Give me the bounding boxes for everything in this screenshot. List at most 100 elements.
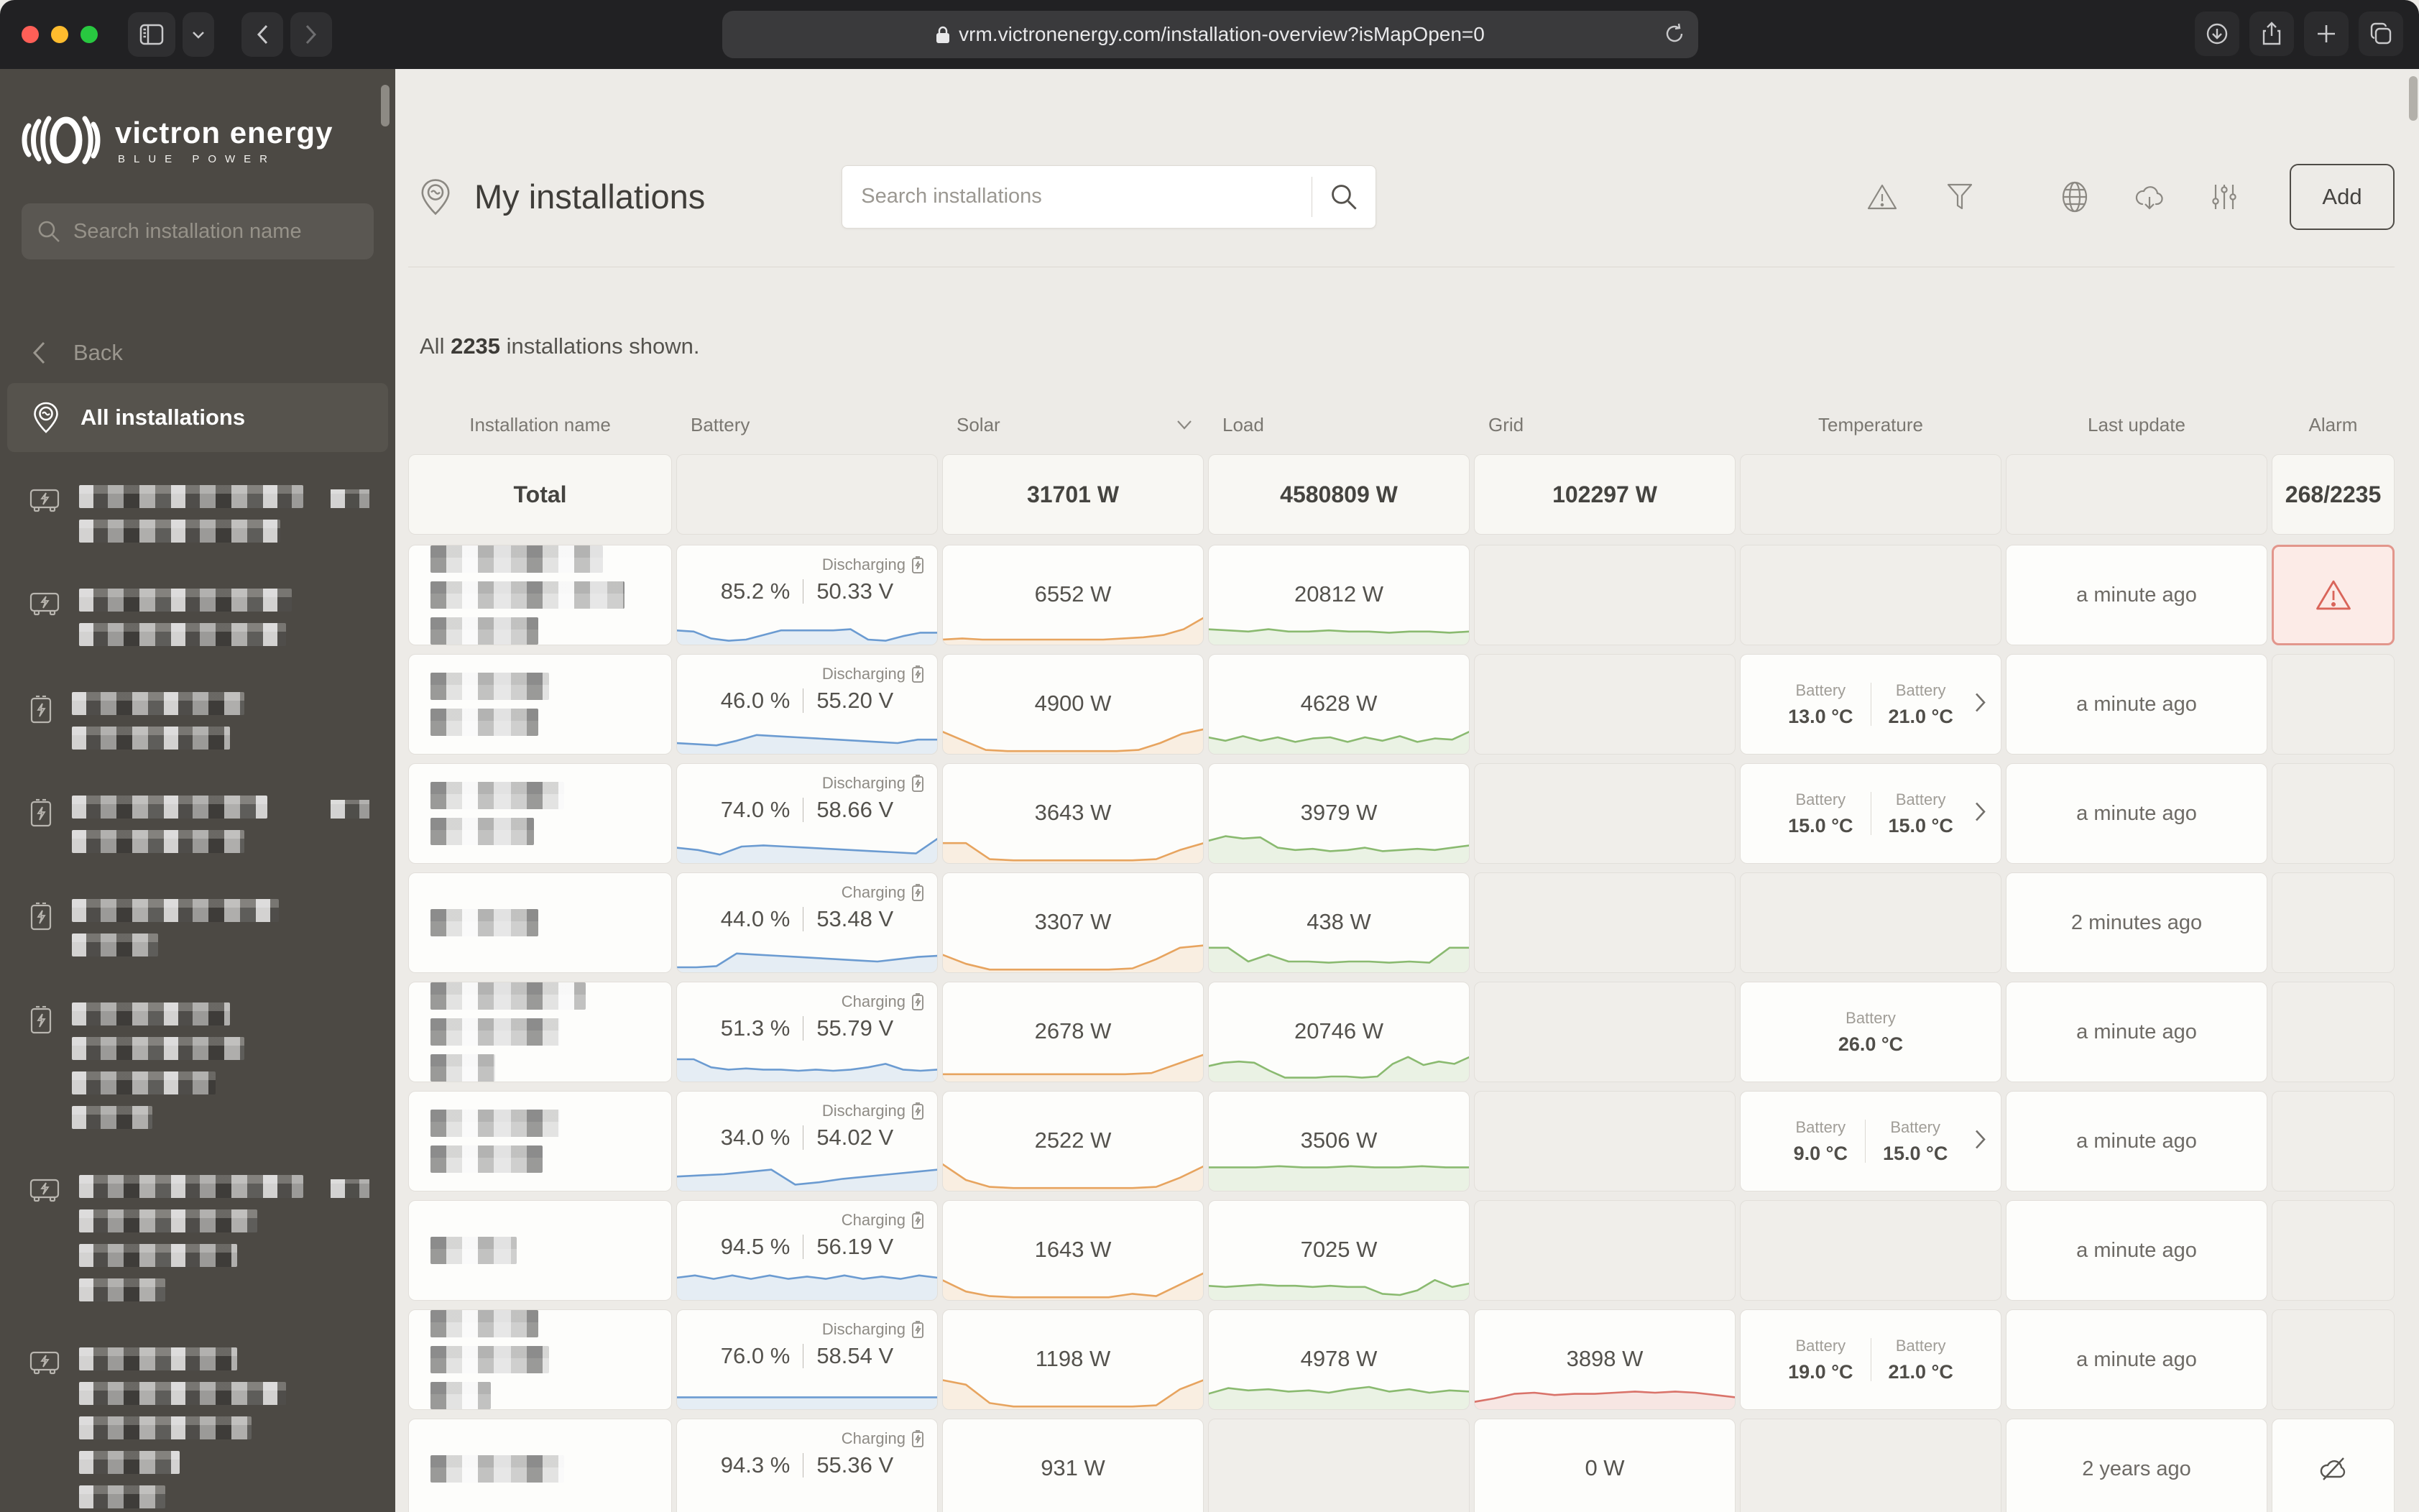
installation-row[interactable]: Charging 94.3 % 55.36 V 931 W 0 W 2 years ago bbox=[408, 1419, 2395, 1512]
installation-name-cell[interactable] bbox=[408, 1091, 672, 1191]
installation-name-cell[interactable] bbox=[408, 982, 672, 1082]
installation-row[interactable]: Discharging 34.0 % 54.02 V 2522 W 3506 W Batt… bbox=[408, 1091, 2395, 1191]
temperature-cell: Battery 19.0 °C Battery 21.0 °C bbox=[1740, 1309, 2001, 1410]
installations-search-input[interactable] bbox=[842, 185, 1312, 208]
map-view-button[interactable] bbox=[2057, 179, 2093, 215]
sidebar-toggle-button[interactable] bbox=[128, 12, 175, 57]
search-submit-button[interactable] bbox=[1312, 166, 1376, 228]
alarms-filter-button[interactable] bbox=[1864, 179, 1900, 215]
tab-overview-button[interactable] bbox=[2359, 11, 2403, 56]
sparkline bbox=[943, 939, 1203, 972]
sensor-value: 15.0 °C bbox=[1882, 1142, 1948, 1164]
reload-button[interactable] bbox=[1664, 22, 1685, 51]
installation-row[interactable]: Discharging 76.0 % 58.54 V 1198 W 4978 W 3898… bbox=[408, 1309, 2395, 1410]
map-pin-icon bbox=[34, 402, 58, 433]
total-last_update bbox=[2006, 454, 2267, 535]
sparkline bbox=[677, 611, 937, 645]
forward-button[interactable] bbox=[290, 12, 332, 57]
new-tab-button[interactable] bbox=[2304, 11, 2349, 56]
expand-temperatures-button[interactable] bbox=[1973, 1129, 1986, 1154]
installation-name-cell[interactable] bbox=[408, 654, 672, 755]
column-header-temperature[interactable]: Temperature bbox=[1740, 414, 2001, 436]
installation-row[interactable]: Charging 44.0 % 53.48 V 3307 W 438 W 2 minute… bbox=[408, 872, 2395, 973]
back-button[interactable] bbox=[241, 12, 283, 57]
column-header-installation-name[interactable]: Installation name bbox=[408, 414, 672, 436]
temperature-cell[interactable]: Battery 15.0 °C Battery 15.0 °C bbox=[1740, 763, 2001, 864]
column-header-alarm[interactable]: Alarm bbox=[2272, 414, 2395, 436]
temperature-cell[interactable]: Battery 13.0 °C Battery 21.0 °C bbox=[1740, 654, 2001, 755]
installation-row[interactable]: Discharging 74.0 % 58.66 V 3643 W 3979 W Batt… bbox=[408, 763, 2395, 864]
solar-value: 1198 W bbox=[1035, 1346, 1111, 1371]
expand-temperatures-button[interactable] bbox=[1973, 801, 1986, 826]
column-header-solar[interactable]: Solar bbox=[942, 414, 1204, 436]
sidebar-installation-item[interactable] bbox=[0, 778, 395, 882]
battery-voltage: 55.20 V bbox=[816, 688, 894, 713]
sidebar-installation-item[interactable] bbox=[0, 1158, 395, 1330]
battery-value: 94.3 % 55.36 V bbox=[677, 1452, 937, 1478]
downloads-button[interactable] bbox=[2195, 11, 2239, 56]
temperature-sensor: Battery 15.0 °C bbox=[1871, 790, 1971, 837]
item-badge bbox=[331, 800, 369, 819]
installation-row[interactable]: Charging 51.3 % 55.79 V 2678 W 20746 W Batter… bbox=[408, 982, 2395, 1082]
total-load: 4580809 W bbox=[1208, 454, 1470, 535]
sidebar-scrollbar[interactable] bbox=[381, 85, 390, 126]
sliders-icon bbox=[2212, 184, 2236, 209]
installation-name-cell[interactable] bbox=[408, 763, 672, 864]
back-link[interactable]: Back bbox=[32, 340, 395, 366]
battery-soc: 94.3 % bbox=[720, 1452, 791, 1478]
close-window-button[interactable] bbox=[22, 26, 39, 43]
column-settings-button[interactable] bbox=[2206, 179, 2242, 215]
plus-icon bbox=[2318, 25, 2335, 42]
installation-row[interactable]: Discharging 85.2 % 50.33 V 6552 W 20812 W a m… bbox=[408, 545, 2395, 645]
solar-cell: 3307 W bbox=[942, 872, 1204, 973]
column-header-last-update[interactable]: Last update bbox=[2006, 414, 2267, 436]
sparkline bbox=[1209, 720, 1469, 754]
sidebar-installation-item[interactable] bbox=[0, 1330, 395, 1512]
sidebar-item-all-installations[interactable]: All installations bbox=[7, 383, 388, 452]
installation-name-cell[interactable] bbox=[408, 1200, 672, 1301]
column-label: Last update bbox=[2088, 413, 2185, 435]
load-cell: 3979 W bbox=[1208, 763, 1470, 864]
sensor-label: Battery bbox=[1795, 681, 1846, 699]
column-header-grid[interactable]: Grid bbox=[1474, 414, 1736, 436]
main-scrollbar[interactable] bbox=[2409, 76, 2418, 121]
installation-name-cell[interactable] bbox=[408, 1309, 672, 1410]
address-bar[interactable]: vrm.victronenergy.com/installation-overv… bbox=[722, 11, 1698, 58]
grid-cell-empty bbox=[1474, 763, 1736, 864]
battery-cell: Charging 44.0 % 53.48 V bbox=[676, 872, 938, 973]
sidebar-installation-item[interactable] bbox=[0, 985, 395, 1158]
sidebar-installation-item[interactable] bbox=[0, 468, 395, 571]
add-installation-button[interactable]: Add bbox=[2290, 163, 2395, 230]
battery-value: 44.0 % 53.48 V bbox=[677, 906, 937, 932]
sidebar-installation-item[interactable] bbox=[0, 882, 395, 985]
expand-temperatures-button[interactable] bbox=[1973, 692, 1986, 717]
battery-status: Discharging bbox=[822, 1320, 924, 1339]
sidebar-dropdown-button[interactable] bbox=[183, 12, 214, 57]
sidebar-installation-item[interactable] bbox=[0, 675, 395, 778]
sensor-label: Battery bbox=[1795, 1336, 1846, 1355]
minimize-window-button[interactable] bbox=[51, 26, 68, 43]
installation-name-cell[interactable] bbox=[408, 872, 672, 973]
column-header-battery[interactable]: Battery bbox=[676, 414, 938, 436]
installation-row[interactable]: Charging 94.5 % 56.19 V 1643 W 7025 W a minut… bbox=[408, 1200, 2395, 1301]
sidebar-installation-item[interactable] bbox=[0, 571, 395, 675]
sidebar-search-input[interactable] bbox=[73, 219, 358, 244]
load-cell: 438 W bbox=[1208, 872, 1470, 973]
download-report-button[interactable] bbox=[2132, 179, 2167, 215]
sensor-label: Battery bbox=[1890, 1117, 1941, 1136]
battery-icon bbox=[30, 1005, 52, 1034]
battery-value: 46.0 % 55.20 V bbox=[677, 688, 937, 714]
battery-icon bbox=[912, 1212, 923, 1229]
globe-icon bbox=[2062, 181, 2088, 212]
installation-name-cell[interactable] bbox=[408, 545, 672, 645]
installation-name-cell[interactable] bbox=[408, 1419, 672, 1512]
column-header-load[interactable]: Load bbox=[1208, 414, 1470, 436]
tabs-icon bbox=[2370, 22, 2392, 45]
filter-button[interactable] bbox=[1942, 179, 1978, 215]
temperature-cell[interactable]: Battery 9.0 °C Battery 15.0 °C bbox=[1740, 1091, 2001, 1191]
installation-row[interactable]: Discharging 46.0 % 55.20 V 4900 W 4628 W Batt… bbox=[408, 654, 2395, 755]
zoom-window-button[interactable] bbox=[80, 26, 98, 43]
alarm-cell[interactable] bbox=[2272, 545, 2395, 645]
share-button[interactable] bbox=[2249, 11, 2294, 56]
temperature-sensor: Battery 21.0 °C bbox=[1871, 681, 1971, 728]
